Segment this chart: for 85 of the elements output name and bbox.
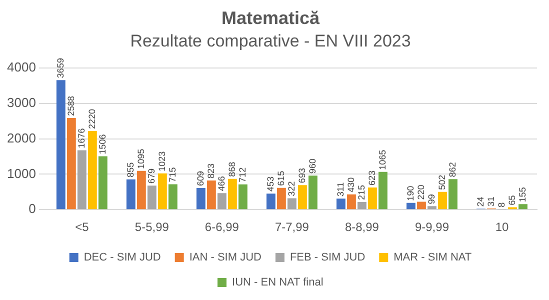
bar <box>66 118 76 210</box>
bar <box>518 204 528 210</box>
data-label: 715 <box>167 167 178 182</box>
data-label: 679 <box>146 168 156 184</box>
bar <box>417 202 426 210</box>
data-label: 430 <box>346 177 356 192</box>
data-label: 453 <box>265 176 276 192</box>
data-label: 24 <box>475 196 486 207</box>
y-tick-label: 2000 <box>7 130 36 146</box>
bar <box>287 198 296 210</box>
data-label: 220 <box>416 184 426 200</box>
bar <box>217 193 226 210</box>
data-label: 623 <box>366 170 377 186</box>
data-label: 693 <box>296 168 307 184</box>
data-label: 215 <box>356 184 366 200</box>
bar <box>368 188 377 210</box>
x-tick-label: <5 <box>75 220 90 234</box>
bar <box>406 202 416 210</box>
data-label: 960 <box>307 158 318 174</box>
bar <box>266 194 276 210</box>
data-label: 3659 <box>55 58 66 78</box>
chart-subtitle: Rezultate comparative - EN VIII 2023 <box>130 31 411 50</box>
bar <box>438 192 447 210</box>
bar <box>98 156 108 210</box>
x-tick-label: 5-5,99 <box>134 220 170 234</box>
bar <box>88 131 97 210</box>
bar <box>126 179 136 210</box>
bar <box>358 202 366 210</box>
bar <box>168 184 178 210</box>
data-label: 609 <box>195 171 206 186</box>
bar <box>206 180 216 210</box>
data-label: 1065 <box>377 150 388 170</box>
bar <box>77 150 86 210</box>
y-tick-label: 0 <box>28 201 36 216</box>
x-tick-label: 7-7,99 <box>274 220 310 234</box>
bar <box>238 184 248 210</box>
data-label: 8 <box>496 202 506 208</box>
bar <box>136 170 146 210</box>
bar <box>336 198 346 210</box>
bar <box>347 194 356 210</box>
data-label: 502 <box>436 174 447 190</box>
data-label: 615 <box>276 170 286 186</box>
x-tick-label: 8-8,99 <box>344 220 380 234</box>
bar <box>158 173 167 210</box>
legend-label: IUN - EN NAT final <box>232 276 324 289</box>
bar <box>56 80 66 210</box>
legend-label: IAN - SIM JUD <box>189 252 262 264</box>
data-label: 311 <box>335 182 346 197</box>
legend-label: MAR - SIM NAT <box>394 252 472 264</box>
data-label: 322 <box>286 181 296 196</box>
legend-label: FEB - SIM JUD <box>290 252 366 264</box>
data-label: 65 <box>506 195 517 206</box>
data-label: 862 <box>447 162 458 178</box>
data-label: 190 <box>405 186 416 201</box>
data-label: 31 <box>486 196 496 207</box>
bar <box>196 188 206 210</box>
legend-label: DEC - SIM JUD <box>84 252 161 264</box>
data-label: 2220 <box>86 108 97 130</box>
y-tick-label: 3000 <box>7 94 36 110</box>
data-label: 155 <box>517 187 528 202</box>
bar <box>448 179 458 210</box>
data-label: 2588 <box>66 96 76 116</box>
data-label: 1023 <box>156 151 167 172</box>
data-label: 868 <box>226 162 237 177</box>
x-tick-label: 9-9,99 <box>414 220 450 234</box>
y-tick-label: 1000 <box>7 166 36 181</box>
bar <box>147 186 156 210</box>
bar <box>298 185 307 210</box>
data-label: 855 <box>125 162 136 178</box>
bar <box>378 172 388 210</box>
y-tick-label: 4000 <box>7 60 36 75</box>
chart-title: Matematică <box>221 8 321 28</box>
data-label: 1676 <box>76 128 86 148</box>
bar <box>308 176 318 210</box>
data-label: 823 <box>206 163 216 178</box>
data-label: 99 <box>426 194 436 204</box>
x-tick-label: 10 <box>495 220 509 234</box>
bar <box>428 206 436 210</box>
data-label: 1095 <box>136 148 146 169</box>
data-label: 712 <box>237 167 248 182</box>
bar <box>228 178 237 210</box>
x-tick-label: 6-6,99 <box>204 220 240 234</box>
data-label: 466 <box>216 176 226 192</box>
bar <box>276 188 286 210</box>
data-label: 1506 <box>97 134 108 154</box>
